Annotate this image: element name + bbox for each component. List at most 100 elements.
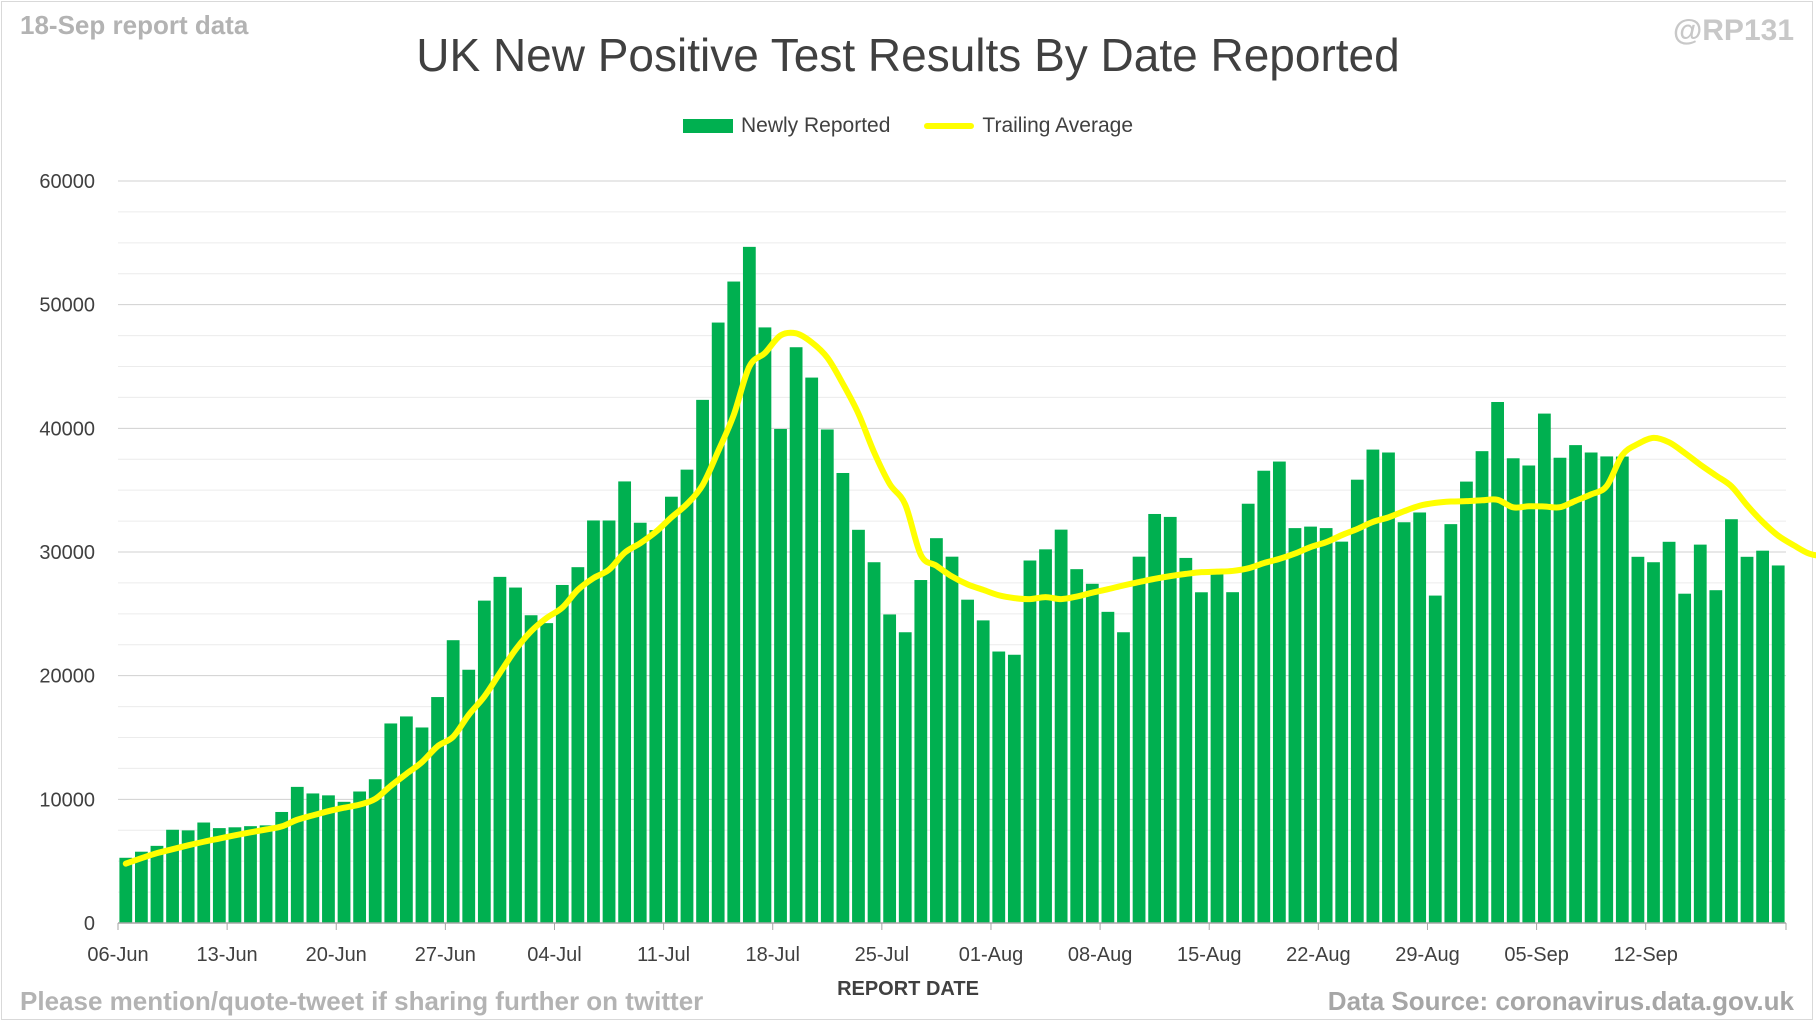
- bar: [1631, 556, 1645, 923]
- y-tick-labels: 0 10000 20000 30000 40000 50000 60000: [39, 171, 95, 935]
- chart-legend: Newly Reported Trailing Average: [0, 114, 1816, 138]
- bar: [1070, 569, 1084, 923]
- bar: [992, 651, 1006, 923]
- bar: [774, 428, 787, 923]
- bar: [1475, 451, 1489, 923]
- bar: [742, 246, 756, 923]
- bar: [618, 481, 632, 923]
- bar: [1397, 522, 1411, 923]
- data-source-note: Data Source: coronavirus.data.gov.uk: [1327, 986, 1794, 1016]
- bar: [1039, 549, 1052, 923]
- bar: [1257, 470, 1271, 923]
- bar: [867, 562, 881, 923]
- bar: [1272, 461, 1286, 923]
- share-note: Please mention/quote-tweet if sharing fu…: [20, 986, 704, 1016]
- bar: [134, 851, 148, 923]
- bar: [945, 556, 959, 923]
- x-tick-label: 11-Jul: [637, 944, 690, 966]
- bar: [306, 793, 320, 923]
- x-tick-label: 18-Jul: [745, 944, 799, 966]
- legend-label-bars: Newly Reported: [741, 114, 891, 137]
- bar: [711, 322, 725, 923]
- bar: [446, 640, 460, 923]
- bar: [1148, 513, 1162, 923]
- bar: [415, 727, 429, 923]
- bar: [166, 829, 179, 923]
- bar: [852, 529, 865, 923]
- bar: [805, 377, 819, 923]
- x-tick-label: 25-Jul: [855, 944, 909, 966]
- bar: [119, 857, 133, 923]
- bar: [633, 522, 647, 923]
- bar: [1444, 524, 1458, 923]
- bar: [1413, 512, 1427, 923]
- x-tick-label: 08-Aug: [1068, 944, 1133, 966]
- bar: [1101, 611, 1115, 923]
- x-tick-label: 13-Jun: [197, 944, 258, 966]
- bar: [1195, 592, 1208, 923]
- bar: [571, 567, 585, 923]
- bar: [462, 669, 476, 923]
- bar: [150, 845, 164, 923]
- bar: [1350, 479, 1364, 923]
- bar: [1241, 503, 1255, 923]
- bar: [1428, 595, 1442, 923]
- bar: [1725, 519, 1738, 923]
- bar: [1506, 458, 1520, 923]
- legend-label-line: Trailing Average: [982, 114, 1133, 137]
- bar: [649, 530, 663, 923]
- bar: [1179, 557, 1193, 923]
- bar: [836, 472, 850, 923]
- y-tick-label: 30000: [39, 542, 95, 564]
- bar: [696, 399, 709, 924]
- bar: [602, 520, 616, 923]
- bar: [789, 347, 803, 923]
- x-tick-labels: 06-Jun 13-Jun 20-Jun 27-Jun 04-Jul 11-Jul 18-J…: [87, 923, 1787, 966]
- bar: [1584, 452, 1598, 923]
- y-tick-label: 50000: [39, 295, 95, 317]
- x-tick-label: 05-Sep: [1504, 944, 1569, 966]
- author-handle: @RP131: [1673, 14, 1794, 47]
- bar: [353, 791, 367, 923]
- bar: [1693, 544, 1707, 923]
- chart-title: UK New Positive Test Results By Date Rep…: [416, 29, 1400, 81]
- legend-item-bars: Newly Reported: [683, 114, 890, 138]
- bar: [493, 576, 507, 923]
- x-tick-label: 22-Aug: [1286, 944, 1351, 966]
- bar: [1366, 449, 1380, 923]
- bar: [1117, 632, 1130, 923]
- bar: [275, 811, 289, 923]
- bar: [1226, 592, 1239, 923]
- bar: [555, 584, 569, 923]
- bar: [1319, 528, 1333, 923]
- bar: [322, 795, 335, 923]
- bar: [1662, 541, 1676, 923]
- x-tick-label: 15-Aug: [1177, 944, 1242, 966]
- x-axis-label: REPORT DATE: [837, 978, 979, 1000]
- y-tick-label: 0: [84, 913, 95, 935]
- x-tick-label: 29-Aug: [1395, 944, 1460, 966]
- bar: [587, 520, 600, 923]
- bar: [1678, 593, 1692, 923]
- x-tick-label: 12-Sep: [1613, 944, 1678, 966]
- line-series: [122, 329, 1816, 867]
- bar: [1553, 457, 1567, 923]
- bar: [1600, 456, 1614, 923]
- bar: [228, 827, 242, 923]
- bar: [820, 429, 834, 923]
- bar: [1288, 528, 1302, 923]
- x-tick-label: 01-Aug: [959, 944, 1024, 966]
- bar: [1491, 401, 1504, 924]
- bar: [259, 825, 273, 923]
- bar: [368, 779, 382, 923]
- bar: [431, 697, 444, 923]
- bar: [524, 615, 538, 923]
- bar: [914, 580, 928, 923]
- bar: [898, 632, 912, 923]
- bar: [540, 623, 554, 923]
- trailing-average-line: [122, 329, 1816, 867]
- x-tick-label: 04-Jul: [527, 944, 581, 966]
- bar: [1085, 583, 1099, 923]
- bar: [1023, 560, 1037, 923]
- bar: [477, 600, 491, 923]
